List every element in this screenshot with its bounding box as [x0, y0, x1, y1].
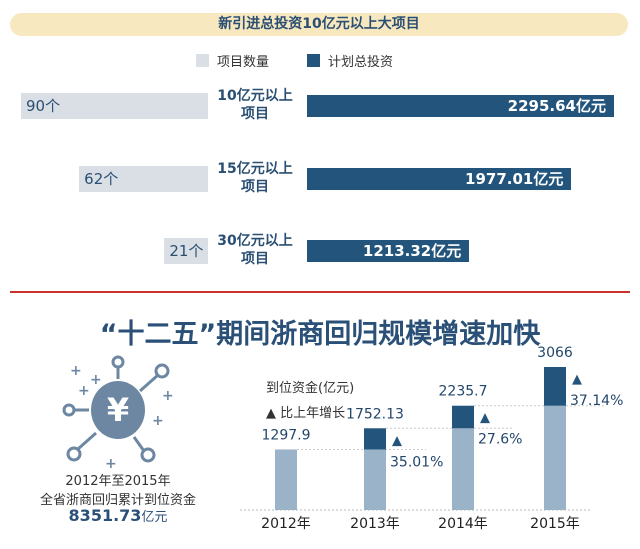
- category-label-line: 15亿元以上: [217, 161, 293, 177]
- x-tick-label: 2015年: [530, 516, 580, 532]
- summary-amount: 8351.73: [68, 506, 142, 525]
- svg-text:+: +: [105, 456, 117, 470]
- yuan-coin-network-icon: ¥ +++ +++: [62, 355, 174, 470]
- category-label: 30亿元以上 项目: [210, 232, 300, 268]
- chart2-growth-legend: ▲ 比上年增长: [266, 406, 346, 421]
- x-tick-label: 2014年: [438, 516, 488, 532]
- x-tick-label: 2012年: [261, 516, 311, 532]
- growth-triangle-icon: ▲: [572, 372, 582, 387]
- category-label-line: 10亿元以上: [217, 88, 293, 104]
- legend-swatch-count: [196, 54, 209, 67]
- category-label-line: 项目: [241, 106, 269, 122]
- growth-triangle-icon: ▲: [392, 433, 402, 448]
- growth-label: 27.6%: [478, 432, 522, 448]
- summary-desc: 全省浙商回归累计到位资金: [39, 493, 196, 508]
- investment-bar: 1213.32亿元: [307, 240, 470, 262]
- category-label-line: 项目: [241, 251, 269, 267]
- svg-text:+: +: [152, 413, 164, 429]
- legend-swatch-invest: [307, 54, 320, 67]
- growth-label: 37.14%: [570, 393, 623, 409]
- category-label-line: 30亿元以上: [217, 233, 293, 249]
- summary-period: 2012年至2015年: [65, 474, 171, 489]
- growth-label: 35.01%: [390, 454, 443, 470]
- x-tick-label: 2013年: [350, 516, 400, 532]
- value-label: 1752.13: [346, 406, 404, 422]
- value-label: 1297.9: [262, 427, 311, 443]
- legend-count: 项目数量: [217, 55, 270, 70]
- chart1-title: 新引进总投资10亿元以上大项目: [10, 13, 628, 36]
- bar-increase: [544, 367, 566, 406]
- category-label: 10亿元以上 项目: [210, 87, 300, 123]
- value-label: 2235.7: [439, 384, 488, 400]
- svg-text:+: +: [90, 372, 102, 388]
- bar-base: [364, 449, 386, 510]
- divider: [10, 291, 630, 293]
- count-bar: 90个: [21, 93, 208, 119]
- chart2-title: “十二五”期间浙商回归规模增速加快: [99, 319, 541, 350]
- svg-text:¥: ¥: [107, 391, 129, 429]
- investment-bar: 2295.64亿元: [307, 95, 614, 117]
- summary-unit: 亿元: [141, 510, 168, 525]
- legend-invest: 计划总投资: [328, 55, 394, 70]
- bar-base: [452, 428, 474, 510]
- growth-triangle-icon: ▲: [480, 411, 490, 426]
- svg-text:+: +: [162, 388, 174, 404]
- category-label: 15亿元以上 项目: [210, 160, 300, 196]
- bar-increase: [452, 405, 474, 429]
- chart2-ylabel: 到位资金(亿元): [266, 381, 355, 396]
- summary-total: 8351.73亿元: [8, 506, 228, 525]
- count-bar: 21个: [164, 238, 208, 264]
- bar-increase: [364, 428, 386, 450]
- investment-bar: 1977.01亿元: [307, 168, 572, 190]
- bar-base: [544, 405, 566, 510]
- count-bar: 62个: [79, 166, 208, 192]
- value-label: 3066: [537, 345, 573, 361]
- category-label-line: 项目: [241, 179, 269, 195]
- svg-text:+: +: [78, 383, 90, 399]
- bar-base: [275, 449, 297, 510]
- svg-text:+: +: [70, 363, 82, 379]
